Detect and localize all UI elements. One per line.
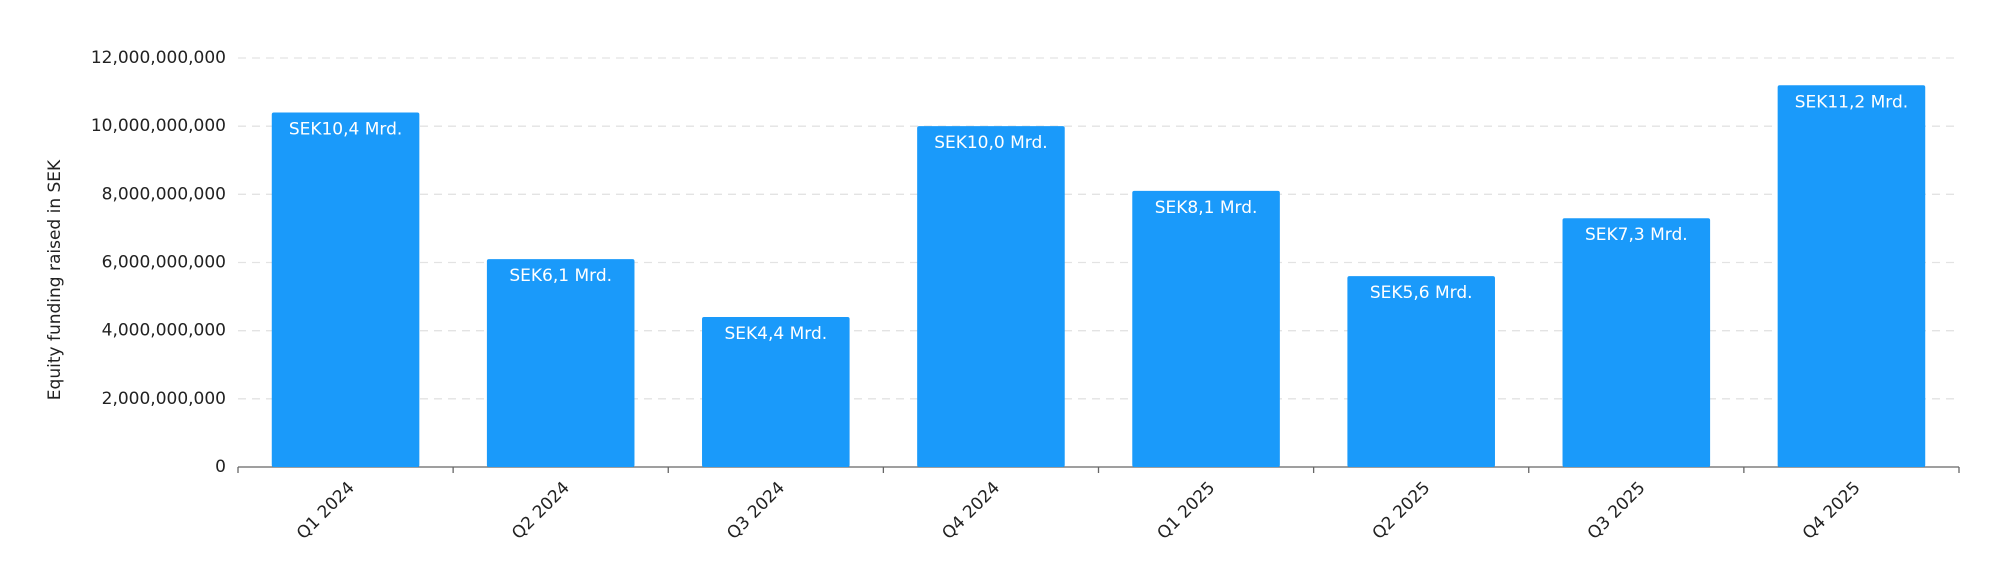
bar xyxy=(1132,190,1280,468)
y-tick-label: 0 xyxy=(215,457,226,477)
bar xyxy=(702,317,850,467)
y-axis-title: Equity funding raised in SEK xyxy=(45,159,65,400)
x-tick-label: Q4 2024 xyxy=(938,478,1004,544)
y-tick-label: 10,000,000,000 xyxy=(91,116,226,136)
y-tick-label: 8,000,000,000 xyxy=(102,184,226,204)
x-tick-label: Q3 2025 xyxy=(1584,478,1650,544)
y-tick-label: 2,000,000,000 xyxy=(102,389,226,409)
bar xyxy=(1562,218,1711,467)
bar xyxy=(271,112,420,468)
value-label: SEK8,1 Mrd. xyxy=(1155,198,1258,218)
y-tick-label: 6,000,000,000 xyxy=(102,253,226,273)
x-tick-label: Q2 2024 xyxy=(508,478,574,544)
x-tick-label: Q2 2025 xyxy=(1369,478,1435,544)
x-tick-label: Q1 2024 xyxy=(293,478,359,544)
bar xyxy=(917,126,1065,468)
bar xyxy=(486,259,635,467)
value-label: SEK5,6 Mrd. xyxy=(1370,283,1473,303)
y-tick-label: 12,000,000,000 xyxy=(91,48,226,68)
bar xyxy=(1777,85,1926,468)
value-label: SEK10,4 Mrd. xyxy=(289,120,403,140)
value-label: SEK11,2 Mrd. xyxy=(1795,92,1909,112)
x-tick-label: Q4 2025 xyxy=(1799,478,1865,544)
x-tick-label: Q3 2024 xyxy=(723,478,789,544)
y-tick-label: 4,000,000,000 xyxy=(102,321,226,341)
bar xyxy=(1347,276,1495,467)
x-tick-label: Q1 2025 xyxy=(1153,478,1219,544)
value-label: SEK10,0 Mrd. xyxy=(934,133,1048,153)
value-label: SEK6,1 Mrd. xyxy=(509,266,612,286)
value-label: SEK4,4 Mrd. xyxy=(724,324,827,344)
value-label: SEK7,3 Mrd. xyxy=(1585,225,1688,245)
